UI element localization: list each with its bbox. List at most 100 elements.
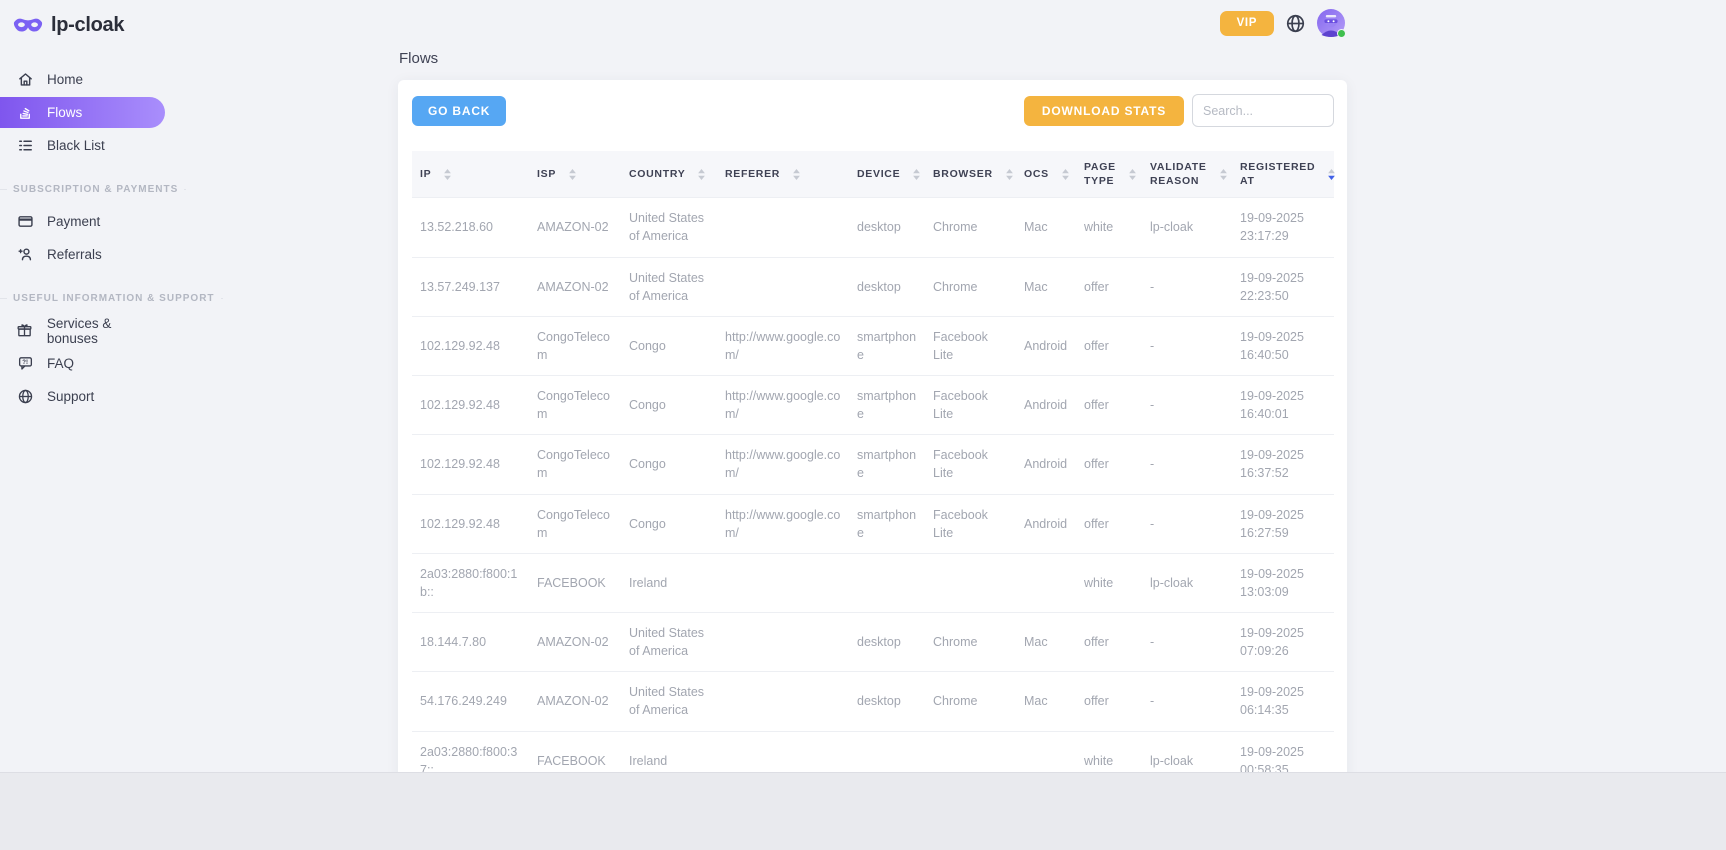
cell-registered_at: 19-09-2025 23:17:29 <box>1240 211 1304 244</box>
cell-device <box>849 553 925 612</box>
column-header-country[interactable]: COUNTRY <box>621 151 717 198</box>
cell-ip: 102.129.92.48 <box>420 516 500 531</box>
cell-ocs: Mac <box>1024 279 1048 294</box>
sidebar-item-services-bonuses[interactable]: Services & bonuses <box>0 314 165 347</box>
column-label: REFERER <box>725 168 781 181</box>
column-label: COUNTRY <box>629 168 686 181</box>
download-stats-button[interactable]: DOWNLOAD STATS <box>1023 95 1184 126</box>
cell-isp: AMAZON-02 <box>537 279 609 294</box>
cell-referer <box>717 553 849 612</box>
cell-ocs: Mac <box>1024 635 1048 650</box>
user-avatar[interactable] <box>1317 9 1346 38</box>
column-header-browser[interactable]: BROWSER <box>925 151 1016 198</box>
mask-logo-icon <box>13 16 43 35</box>
cell-ip: 13.52.218.60 <box>420 220 493 235</box>
cell-ocs: Mac <box>1024 694 1048 709</box>
cell-page_type: offer <box>1084 694 1109 709</box>
cell-page_type: offer <box>1084 457 1109 472</box>
cell-isp: CongoTelecom <box>537 389 610 422</box>
column-label: ISP <box>537 168 557 181</box>
cell-referer: http://www.google.com/ <box>725 507 841 540</box>
cell-device: smartphone <box>857 448 917 481</box>
table-body: 13.52.218.60 AMAZON-02 United States of Am… <box>412 197 1334 791</box>
sidebar-item-black-list[interactable]: Black List <box>0 129 165 162</box>
cell-page_type: offer <box>1084 338 1109 353</box>
sort-icon[interactable] <box>793 168 800 180</box>
cell-ocs: Mac <box>1024 220 1048 235</box>
sort-icon[interactable] <box>1328 168 1336 180</box>
cell-ip: 102.129.92.48 <box>420 398 500 413</box>
brand-name: lp-cloak <box>51 14 125 36</box>
column-label: OCS <box>1024 168 1049 181</box>
cell-registered_at: 19-09-2025 16:40:50 <box>1240 329 1304 362</box>
language-globe-icon[interactable] <box>1285 13 1306 34</box>
cell-ocs: Android <box>1024 457 1068 472</box>
column-label: PAGE TYPE <box>1084 161 1116 188</box>
cell-validate_reason: lp-cloak <box>1150 753 1194 768</box>
flows-card: GO BACK DOWNLOAD STATS IP ISP COUNTRY REFER… <box>398 80 1347 847</box>
cell-registered_at: 19-09-2025 06:14:35 <box>1240 685 1304 718</box>
globe-support-icon <box>16 388 34 406</box>
sidebar-item-support[interactable]: Support <box>0 380 165 413</box>
card-toolbar: GO BACK DOWNLOAD STATS <box>412 94 1334 127</box>
column-header-validate_reason[interactable]: VALIDATE REASON <box>1142 151 1232 198</box>
cell-ip: 102.129.92.48 <box>420 338 500 353</box>
column-header-registered_at[interactable]: REGISTERED AT <box>1232 151 1336 198</box>
cell-referer: http://www.google.com/ <box>725 329 841 362</box>
online-status-dot <box>1337 29 1346 38</box>
column-header-referer[interactable]: REFERER <box>717 151 849 198</box>
sidebar-nav: Home Flows Black List <box>0 63 223 413</box>
table-row: 102.129.92.48 CongoTelecom Congo http://www… <box>412 316 1334 375</box>
sidebar-item-home[interactable]: Home <box>0 63 165 96</box>
cell-registered_at: 19-09-2025 22:23:50 <box>1240 270 1304 303</box>
cell-page_type: offer <box>1084 279 1109 294</box>
sort-icon[interactable] <box>913 168 921 180</box>
cell-ocs: Android <box>1024 398 1068 413</box>
column-label: REGISTERED AT <box>1240 161 1316 188</box>
cell-validate_reason: lp-cloak <box>1150 220 1194 235</box>
sidebar-item-faq[interactable]: ?! FAQ <box>0 347 165 380</box>
cell-referer: http://www.google.com/ <box>725 448 841 481</box>
column-header-ip[interactable]: IP <box>412 151 529 198</box>
sort-icon[interactable] <box>1061 168 1069 180</box>
cell-browser: Chrome <box>933 635 978 650</box>
sidebar: lp-cloak Home Flows <box>0 0 223 847</box>
outside-viewport-band <box>0 772 1726 850</box>
cell-device: smartphone <box>857 507 917 540</box>
cell-browser: Chrome <box>933 279 978 294</box>
table-row: 18.144.7.80 AMAZON-02 United States of Ame… <box>412 612 1334 672</box>
table-row: 13.52.218.60 AMAZON-02 United States of Am… <box>412 197 1334 257</box>
sort-icon[interactable] <box>698 168 706 180</box>
sidebar-item-flows[interactable]: Flows <box>0 97 165 128</box>
nav-label: Services & bonuses <box>46 315 112 346</box>
search-input[interactable] <box>1192 94 1334 127</box>
cell-referer <box>717 198 849 257</box>
cell-country: Ireland <box>629 753 668 768</box>
column-header-isp[interactable]: ISP <box>529 151 621 198</box>
cell-validate_reason: lp-cloak <box>1150 575 1194 590</box>
sort-icon[interactable] <box>444 168 452 180</box>
nav-label: Support <box>47 389 95 404</box>
brand: lp-cloak <box>0 8 180 43</box>
cell-page_type: offer <box>1084 635 1109 650</box>
sort-icon[interactable] <box>569 168 576 180</box>
column-header-page_type[interactable]: PAGE TYPE <box>1076 151 1142 198</box>
sort-icon[interactable] <box>1128 168 1136 180</box>
cell-ocs: Android <box>1024 516 1068 531</box>
cell-device: desktop <box>857 635 901 650</box>
sidebar-item-referrals[interactable]: Referrals <box>0 238 165 271</box>
nav-label: FAQ <box>47 356 75 371</box>
cell-ocs: Android <box>1024 338 1068 353</box>
vip-button[interactable]: VIP <box>1219 10 1274 36</box>
column-header-ocs[interactable]: OCS <box>1016 151 1076 198</box>
column-header-device[interactable]: DEVICE <box>849 151 925 198</box>
cell-country: Ireland <box>629 575 668 590</box>
cell-referer <box>717 672 849 731</box>
sort-icon[interactable] <box>1005 168 1013 180</box>
go-back-button[interactable]: GO BACK <box>412 95 507 126</box>
sidebar-item-payment[interactable]: Payment <box>0 205 165 238</box>
cell-device: smartphone <box>857 329 917 362</box>
cell-validate_reason: - <box>1150 516 1155 531</box>
cell-device: desktop <box>857 220 901 235</box>
sort-icon[interactable] <box>1219 168 1227 180</box>
